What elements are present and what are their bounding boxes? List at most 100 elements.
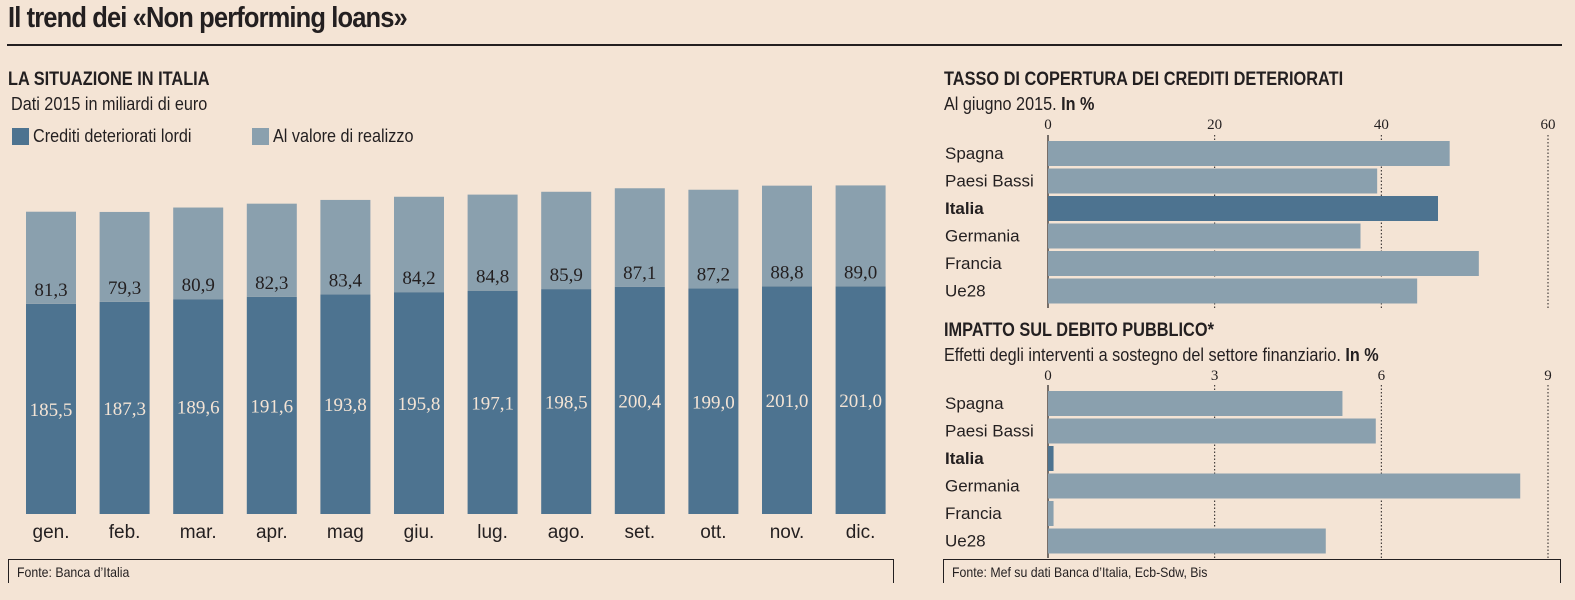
- bar-ue28: [1048, 278, 1418, 304]
- bar-ue28: [1048, 528, 1326, 554]
- month-label: ott.: [700, 522, 726, 543]
- country-label: Francia: [945, 254, 1002, 273]
- value-label-gross: 195,8: [398, 394, 441, 415]
- debt-subtitle-plain: Effetti degli interventi a sostegno del …: [944, 345, 1341, 365]
- bar-gross-11: [835, 286, 886, 514]
- value-label-gross: 197,1: [471, 393, 514, 414]
- bar-francia: [1048, 251, 1479, 276]
- bar-gross-4: [320, 294, 371, 514]
- country-label: Germania: [945, 227, 1020, 246]
- bar-italia: [1048, 446, 1054, 471]
- bar-realizable-11: [835, 185, 886, 287]
- month-label: mag: [327, 522, 364, 543]
- country-label: Spagna: [945, 394, 1004, 413]
- bar-gross-10: [762, 286, 812, 514]
- country-label: Italia: [945, 449, 984, 468]
- month-label: lug.: [477, 522, 508, 543]
- debt-impact-bar-chart: 0 3 6 9 Spagna Paesi Bassi Italia Germania Franc…: [945, 368, 1552, 558]
- x-tick-label: 0: [1044, 117, 1052, 133]
- right-source-text: Fonte: Mef su dati Banca d’Italia, Ecb-S…: [952, 564, 1208, 580]
- bar-gross-7: [541, 289, 592, 514]
- bar-gross-2: [173, 299, 224, 514]
- value-label-realizable: 89,0: [844, 262, 877, 283]
- x-tick-label: 0: [1044, 368, 1052, 384]
- x-tick-label: 9: [1544, 368, 1552, 384]
- month-label: gen.: [33, 522, 70, 543]
- bar-gross-5: [394, 292, 444, 514]
- title-rule: [7, 44, 1562, 46]
- bar-realizable-6: [467, 194, 518, 291]
- country-label: Spagna: [945, 144, 1004, 163]
- value-label-gross: 201,0: [839, 391, 882, 412]
- country-label: Francia: [945, 504, 1002, 523]
- right-source-box: Fonte: Mef su dati Banca d’Italia, Ecb-S…: [943, 559, 1561, 583]
- bar-gross-0: [26, 303, 76, 514]
- legend-swatch-light: [252, 128, 269, 145]
- bar-realizable-7: [541, 191, 592, 290]
- bar-realizable-2: [173, 207, 224, 300]
- value-label-gross: 201,0: [766, 391, 809, 412]
- x-tick-label: 6: [1378, 368, 1386, 384]
- value-label-realizable: 83,4: [329, 270, 363, 291]
- bar-gross-8: [614, 286, 665, 514]
- country-label: Paesi Bassi: [945, 172, 1034, 191]
- bar-gross-9: [688, 288, 739, 514]
- left-chart-title: LA SITUAZIONE IN ITALIA: [8, 69, 210, 90]
- month-label: feb.: [109, 522, 141, 543]
- value-label-realizable: 84,8: [476, 267, 509, 288]
- coverage-bar-chart: 0 20 40 60 Spagna Paesi Bassi Italia Germania Fr…: [945, 117, 1556, 308]
- value-label-realizable: 80,9: [182, 275, 215, 296]
- legend-label: Al valore di realizzo: [273, 126, 414, 146]
- country-label: Italia: [945, 199, 984, 218]
- coverage-subtitle-unit: In %: [1061, 94, 1095, 114]
- legend-swatch-dark: [12, 128, 29, 145]
- coverage-subtitle-plain: Al giugno 2015.: [944, 94, 1057, 114]
- bar-realizable-9: [688, 189, 739, 289]
- coverage-chart-title: TASSO DI COPERTURA DEI CREDITI DETERIORA…: [944, 69, 1344, 90]
- bar-gross-3: [246, 296, 297, 514]
- bar-spagna: [1048, 391, 1343, 416]
- legend-item-realizable: Al valore di realizzo: [252, 126, 429, 147]
- value-label-gross: 185,5: [30, 400, 73, 421]
- x-tick-label: 60: [1541, 117, 1556, 133]
- bar-spagna: [1048, 141, 1450, 166]
- value-label-gross: 191,6: [250, 396, 293, 417]
- x-tick-label: 20: [1207, 117, 1222, 133]
- value-label-realizable: 84,2: [402, 268, 435, 289]
- value-label-gross: 187,3: [103, 399, 146, 420]
- country-label: Ue28: [945, 282, 986, 301]
- x-tick-label: 3: [1211, 368, 1219, 384]
- left-source-text: Fonte: Banca d’Italia: [17, 564, 130, 580]
- value-label-gross: 200,4: [618, 391, 661, 412]
- value-label-realizable: 79,3: [108, 278, 141, 299]
- coverage-chart-subtitle: Al giugno 2015. In %: [944, 94, 1094, 115]
- value-label-gross: 189,6: [177, 398, 220, 419]
- debt-subtitle-unit: In %: [1345, 345, 1379, 365]
- bar-paesi-bassi: [1048, 168, 1378, 194]
- month-label: giu.: [404, 522, 435, 543]
- bar-realizable-1: [99, 211, 150, 302]
- value-label-realizable: 81,3: [34, 280, 67, 301]
- month-label: ago.: [548, 522, 585, 543]
- bar-realizable-0: [26, 211, 76, 304]
- bar-realizable-5: [394, 196, 444, 293]
- bar-realizable-3: [246, 203, 297, 297]
- value-label-gross: 199,0: [692, 392, 735, 413]
- bar-paesi-bassi: [1048, 418, 1376, 444]
- bar-francia: [1048, 501, 1054, 526]
- month-label: mar.: [180, 522, 217, 543]
- left-chart-subtitle: Dati 2015 in miliardi di euro: [11, 94, 208, 114]
- debt-chart-subtitle: Effetti degli interventi a sostegno del …: [944, 345, 1379, 366]
- country-label: Germania: [945, 477, 1020, 496]
- value-label-realizable: 87,1: [623, 263, 656, 284]
- page-title: Il trend dei «Non performing loans»: [8, 2, 408, 34]
- left-source-box: Fonte: Banca d’Italia: [8, 559, 894, 583]
- bar-realizable-4: [320, 199, 371, 295]
- stacked-bar-chart: 185,5 81,3 gen. 187,3 79,3 feb. 189,6 80,9 mar. 1…: [26, 185, 886, 543]
- bar-gross-1: [99, 301, 150, 514]
- x-tick-label: 40: [1374, 117, 1389, 133]
- month-label: set.: [624, 522, 655, 543]
- bar-germania: [1048, 223, 1361, 249]
- month-label: dic.: [846, 522, 876, 543]
